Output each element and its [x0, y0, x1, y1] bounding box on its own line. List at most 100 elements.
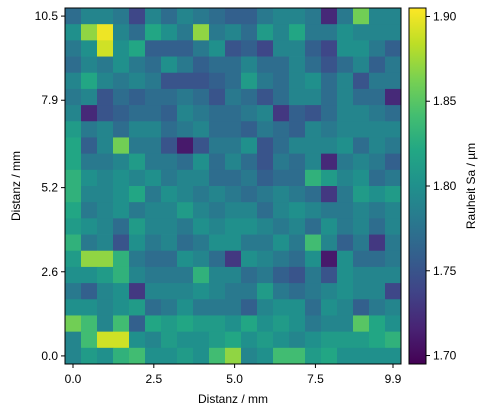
heatmap-cell [177, 169, 194, 187]
heatmap-cell [145, 8, 162, 25]
heatmap-cell [81, 169, 98, 187]
colorbar-label: Rauheit Sa / µm [464, 143, 478, 229]
heatmap-cell [289, 186, 306, 203]
heatmap-cell [145, 72, 162, 90]
heatmap-cell [257, 56, 274, 74]
heatmap-cell [305, 137, 322, 155]
heatmap-cell [385, 283, 402, 300]
heatmap-cell [113, 40, 130, 57]
heatmap-cell [241, 105, 258, 122]
colorbar-tick-label: 1.90 [433, 9, 457, 23]
heatmap-cell [161, 202, 178, 219]
heatmap-cell [321, 202, 338, 219]
heatmap-cell [369, 105, 386, 122]
heatmap-cell [337, 121, 354, 138]
heatmap-cell [241, 8, 258, 25]
heatmap-cell [97, 88, 114, 106]
heatmap-cell [369, 72, 386, 90]
heatmap-cell [225, 299, 242, 316]
heatmap-cell [129, 283, 146, 300]
heatmap-cell [289, 105, 306, 122]
heatmap-cell [241, 88, 258, 106]
heatmap-cell [65, 186, 82, 203]
heatmap-cell [81, 315, 98, 333]
x-tick-label: 7.5 [307, 372, 324, 386]
heatmap-cell [193, 40, 210, 57]
heatmap-cell [385, 72, 402, 90]
heatmap-cell [289, 153, 306, 171]
heatmap-cell [369, 218, 386, 235]
heatmap-cell [289, 218, 306, 235]
heatmap-cell [289, 24, 306, 41]
heatmap-cell [289, 40, 306, 57]
heatmap-cell [225, 169, 242, 187]
heatmap-cell [161, 88, 178, 106]
heatmap-cell [113, 283, 130, 300]
heatmap-cell [97, 153, 114, 171]
heatmap-cell [193, 24, 210, 41]
heatmap-cell [289, 169, 306, 187]
heatmap-cell [113, 105, 130, 122]
heatmap-cell [305, 72, 322, 90]
heatmap-cell [129, 8, 146, 25]
heatmap-cell [193, 315, 210, 333]
heatmap-cell [337, 331, 354, 349]
heatmap-cell [209, 88, 226, 106]
heatmap-cell [129, 218, 146, 235]
heatmap-cell [65, 24, 82, 41]
heatmap-cell [257, 202, 274, 219]
heatmap-cell [353, 8, 370, 25]
heatmap-cell [65, 250, 82, 268]
heatmap-cell [193, 137, 210, 155]
y-axis-ticks: 0.0 2.6 5.2 7.9 10.5 [35, 9, 65, 363]
heatmap-cell [257, 266, 274, 284]
heatmap-cell [353, 153, 370, 171]
heatmap-cell [129, 347, 146, 365]
heatmap-cell [145, 56, 162, 74]
heatmap-cell [225, 137, 242, 155]
heatmap-cell [305, 88, 322, 106]
heatmap-cell [177, 299, 194, 316]
heatmap-cell [305, 40, 322, 57]
heatmap-cell [225, 105, 242, 122]
heatmap-cell [225, 56, 242, 74]
heatmap-cell [369, 88, 386, 106]
x-tick-label: 0.0 [65, 372, 82, 386]
heatmap-cell [65, 137, 82, 155]
heatmap-cell [305, 202, 322, 219]
y-tick-label: 10.5 [35, 9, 59, 23]
heatmap-cell [193, 88, 210, 106]
heatmap-cell [225, 24, 242, 41]
heatmap-cell [161, 121, 178, 138]
heatmap-cell [257, 137, 274, 155]
heatmap-cell [145, 218, 162, 235]
heatmap-cell [369, 250, 386, 268]
heatmap-cell [337, 250, 354, 268]
heatmap-cell [113, 8, 130, 25]
heatmap-cell [273, 121, 290, 138]
heatmap-cell [321, 169, 338, 187]
heatmap-cell [129, 234, 146, 252]
heatmap-cell [177, 250, 194, 268]
heatmap-cell [289, 202, 306, 219]
heatmap-cell [65, 153, 82, 171]
heatmap-cell [289, 299, 306, 316]
heatmap-cell [113, 186, 130, 203]
heatmap-cell [209, 121, 226, 138]
heatmap-cell [65, 56, 82, 74]
colorbar-tick-label: 1.80 [433, 179, 457, 193]
heatmap-cell [113, 299, 130, 316]
heatmap-cell [337, 137, 354, 155]
heatmap-cell [273, 218, 290, 235]
heatmap-cell [177, 121, 194, 138]
heatmap-cell [321, 88, 338, 106]
heatmap-cell [385, 153, 402, 171]
heatmap-cell [337, 105, 354, 122]
heatmap-cells [65, 8, 402, 365]
heatmap-cell [241, 137, 258, 155]
heatmap-cell [81, 331, 98, 349]
colorbar-tick-label: 1.75 [433, 264, 457, 278]
heatmap-cell [305, 8, 322, 25]
heatmap-cell [385, 169, 402, 187]
heatmap-cell [65, 8, 82, 25]
